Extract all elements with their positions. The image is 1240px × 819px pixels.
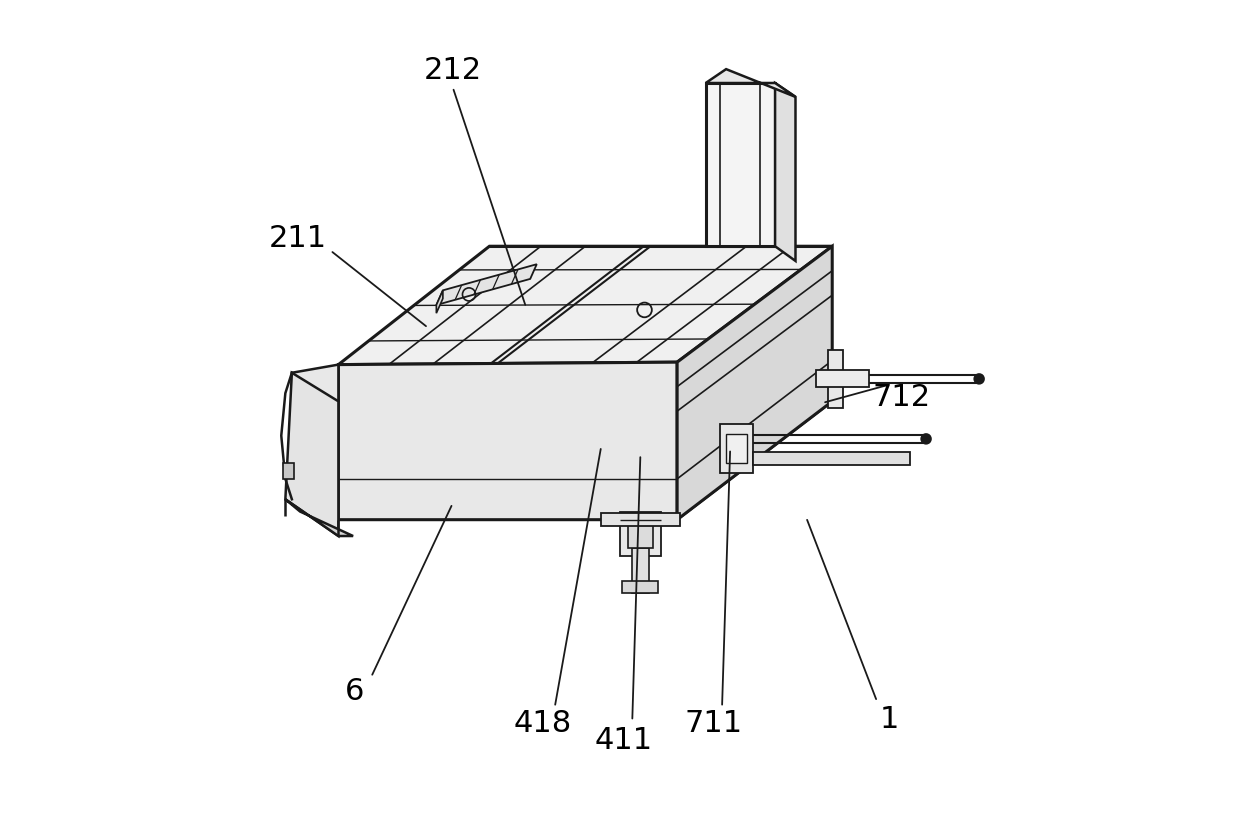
Polygon shape — [677, 247, 832, 520]
Text: 6: 6 — [345, 676, 365, 706]
Polygon shape — [622, 581, 658, 593]
Polygon shape — [339, 247, 832, 364]
Polygon shape — [706, 83, 775, 247]
Polygon shape — [291, 364, 339, 410]
Polygon shape — [629, 514, 652, 548]
Text: 211: 211 — [269, 224, 326, 252]
Polygon shape — [720, 424, 753, 473]
Polygon shape — [436, 290, 443, 313]
Polygon shape — [339, 401, 832, 520]
Polygon shape — [436, 265, 537, 305]
Text: 418: 418 — [513, 709, 572, 738]
Polygon shape — [285, 500, 353, 536]
Text: 712: 712 — [873, 382, 931, 412]
Polygon shape — [727, 434, 746, 464]
Polygon shape — [339, 362, 677, 520]
Polygon shape — [706, 69, 796, 97]
Polygon shape — [285, 373, 339, 536]
Circle shape — [975, 374, 985, 384]
Polygon shape — [775, 83, 796, 261]
Polygon shape — [753, 452, 910, 465]
Text: 411: 411 — [595, 726, 653, 754]
Polygon shape — [816, 370, 869, 387]
Text: 711: 711 — [684, 709, 743, 738]
Polygon shape — [601, 514, 680, 527]
Text: 1: 1 — [879, 705, 899, 734]
Polygon shape — [828, 350, 843, 408]
Polygon shape — [620, 512, 661, 556]
Text: 212: 212 — [424, 57, 481, 85]
Polygon shape — [283, 463, 294, 479]
Circle shape — [921, 434, 931, 444]
Polygon shape — [632, 548, 649, 593]
